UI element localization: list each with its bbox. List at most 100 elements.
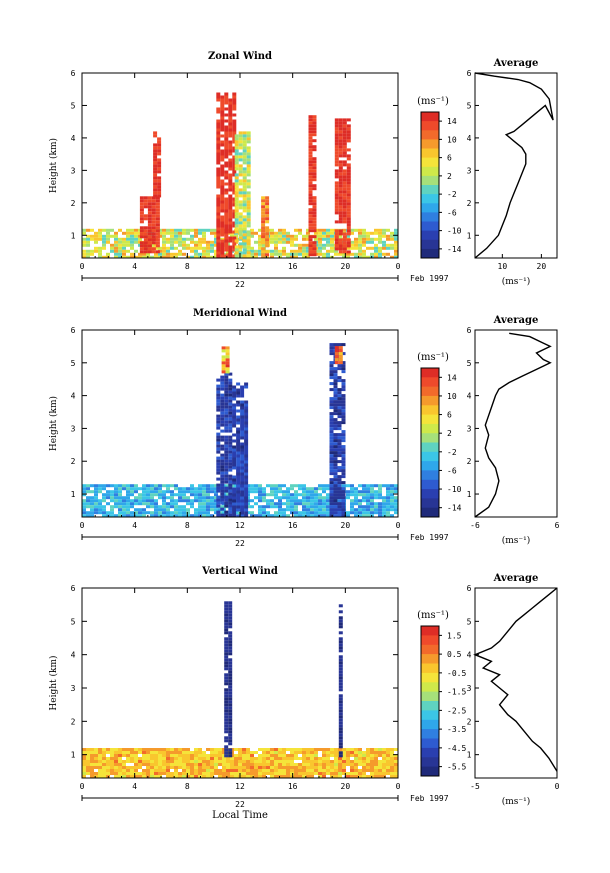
heatmap-cell (244, 424, 249, 428)
heatmap-cell (266, 499, 270, 503)
heatmap-cell (216, 182, 221, 186)
colorbar-swatch (421, 386, 439, 397)
heatmap-cell (228, 727, 233, 731)
heatmap-cell (232, 493, 237, 497)
colorbar-swatch (421, 157, 439, 168)
heatmap-cell (153, 179, 158, 183)
heatmap-cell (244, 436, 249, 440)
heatmap-cell (333, 376, 338, 380)
heatmap-cell (143, 232, 148, 236)
heatmap-cell (294, 511, 298, 515)
heatmap-cell (224, 462, 229, 466)
heatmap-cell (224, 703, 229, 707)
heatmap-cell (224, 745, 229, 749)
heatmap-cell (250, 490, 254, 494)
heatmap-cell (178, 751, 182, 754)
heatmap-cell (329, 415, 334, 419)
heatmap-cell (118, 505, 122, 509)
heatmap-cell (232, 499, 237, 503)
heatmap-cell (218, 775, 222, 778)
heatmap-cell (358, 243, 362, 247)
heatmap-cell (232, 230, 237, 234)
heatmap-cell (329, 487, 334, 491)
heatmap-cell (228, 381, 233, 385)
heatmap-cell (222, 775, 226, 778)
heatmap-cell (234, 149, 239, 153)
heatmap-cell (242, 182, 247, 186)
heatmap-cell (265, 256, 270, 258)
heatmap-cell (224, 453, 229, 457)
heatmap-cell (182, 754, 186, 757)
heatmap-cell (329, 514, 334, 517)
heatmap-cell (182, 237, 186, 241)
heatmap-cell (224, 378, 229, 382)
heatmap-cell (153, 185, 158, 189)
heatmap-cell (221, 349, 226, 353)
heatmap-cell (362, 508, 366, 512)
heatmap-cell (254, 496, 258, 500)
heatmap-cell (333, 421, 338, 425)
heatmap-cell (162, 511, 166, 515)
heatmap-cell (86, 514, 90, 517)
heatmap-cell (330, 228, 334, 232)
heatmap-cell (250, 751, 254, 754)
heatmap-cell (178, 763, 182, 766)
heatmap-cell (322, 499, 326, 503)
heatmap-cell (146, 490, 150, 494)
heatmap-cell (246, 194, 251, 198)
heatmap-cell (378, 249, 382, 253)
heatmap-cell (366, 751, 370, 754)
heatmap-cell (236, 466, 241, 470)
heatmap-cell (153, 131, 158, 135)
heatmap-cell (194, 748, 198, 751)
heatmap-cell (174, 252, 178, 256)
heatmap-cell (282, 508, 286, 512)
heatmap-cell (170, 775, 174, 778)
heatmap-cell (294, 757, 298, 760)
heatmap-cell (98, 252, 102, 256)
heatmap-cell (236, 454, 241, 458)
heatmap-cell (150, 772, 154, 775)
heatmap-cell (234, 188, 239, 192)
heatmap-cell (333, 496, 338, 500)
heatmap-cell (378, 505, 382, 509)
heatmap-cell (390, 246, 394, 250)
heatmap-cell (216, 224, 221, 228)
heatmap-cell (337, 376, 342, 380)
heatmap-cell (224, 399, 229, 403)
heatmap-cell (350, 490, 354, 494)
heatmap-cell (374, 255, 378, 258)
heatmap-cell (370, 763, 374, 766)
heatmap-cell (334, 247, 339, 251)
heatmap-cells (82, 343, 398, 517)
heatmap-cell (220, 384, 225, 388)
heatmap-cell (370, 496, 374, 500)
heatmap-cell (138, 748, 142, 751)
heatmap-cell (147, 229, 152, 233)
heatmap-cell (261, 208, 266, 212)
heatmap-cell (182, 496, 186, 500)
heatmap-cell (234, 179, 239, 183)
heatmap-cell (250, 252, 254, 256)
heatmap-cell (338, 130, 343, 134)
y-tick-label: 4 (71, 134, 76, 143)
heatmap-cell (118, 252, 122, 256)
heatmap-cell (378, 496, 382, 500)
heatmap-cell (338, 616, 343, 620)
heatmap-cell (86, 496, 90, 500)
heatmap-cell (370, 769, 374, 772)
heatmap-cell (240, 472, 245, 476)
heatmap-cell (157, 179, 162, 183)
heatmap-cell (150, 505, 154, 509)
heatmap-cell (378, 748, 382, 751)
y-axis-label: Height (km) (48, 396, 59, 451)
heatmap-cell (342, 766, 346, 769)
heatmap-cell (326, 228, 330, 232)
heatmap-cell (170, 246, 174, 250)
heatmap-cell (312, 178, 317, 182)
heatmap-cell (158, 228, 162, 232)
heatmap-cell (312, 115, 317, 119)
heatmap-cell (278, 508, 282, 512)
heatmap-cell (337, 364, 342, 368)
heatmap-cell (134, 772, 138, 775)
